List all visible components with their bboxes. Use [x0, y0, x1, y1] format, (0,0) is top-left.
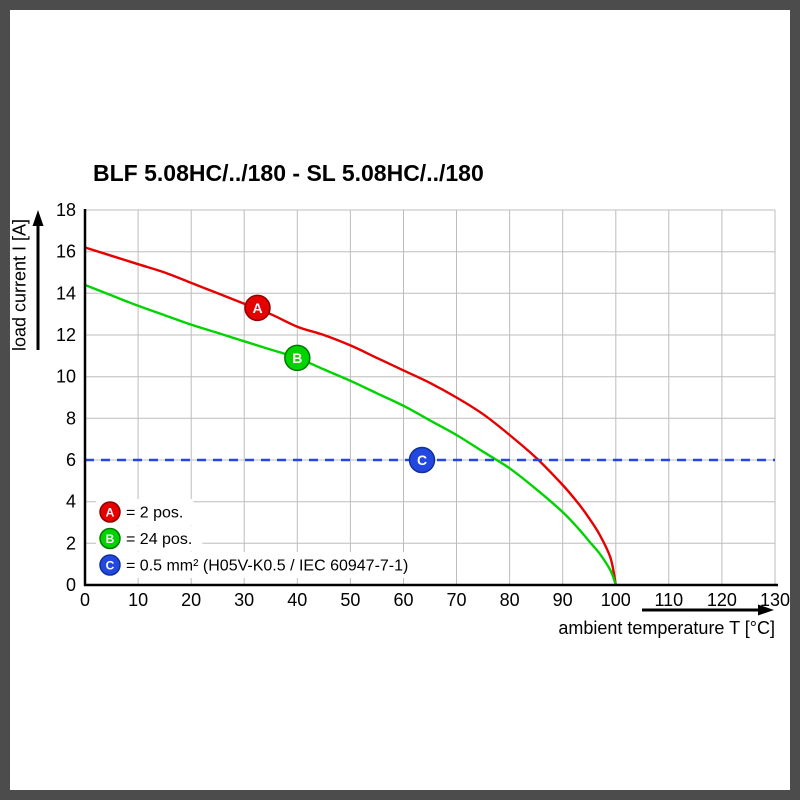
chart-text: 110: [654, 590, 683, 610]
x-axis-label: ambient temperature T [°C]: [558, 618, 775, 638]
chart-text: C: [106, 559, 115, 573]
legend-item-bg: [96, 552, 419, 578]
curve-marker-B-icon: [284, 344, 311, 372]
curve-marker-B: B: [284, 344, 311, 372]
chart-text: B: [292, 350, 302, 366]
chart-text: = 0.5 mm² (H05V-K0.5 / IEC 60947-7-1): [126, 558, 408, 575]
chart-title: BLF 5.08HC/../180 - SL 5.08HC/../180: [93, 160, 484, 186]
chart-text: 30: [234, 590, 254, 610]
chart-text: 6: [66, 450, 76, 470]
chart-text: B: [106, 532, 115, 546]
chart-text: 4: [66, 492, 76, 512]
axes: [83, 209, 778, 587]
legend-item-B: B = 24 pos.: [96, 525, 203, 552]
chart-text: = 2 pos.: [126, 505, 183, 522]
chart-text: 70: [446, 590, 466, 610]
legend-item-C: C = 0.5 mm² (H05V-K0.5 / IEC 60947-7-1): [96, 552, 419, 578]
chart-text: 90: [553, 590, 573, 610]
y-axis-arrow-icon: [32, 210, 44, 226]
curve-marker-C: C: [408, 446, 436, 474]
chart-text: 0: [80, 590, 90, 610]
chart-text: 12: [56, 325, 76, 345]
chart-text: 10: [56, 367, 76, 387]
chart-text: 100: [601, 590, 631, 610]
legend-marker-C-icon: [99, 554, 121, 576]
chart-text: C: [417, 452, 427, 468]
chart-text: 80: [500, 590, 520, 610]
x-axis-arrow-icon: [758, 604, 774, 616]
chart-text: 60: [393, 590, 413, 610]
curve-B: [84, 283, 617, 586]
chart-text: = 24 pos.: [126, 531, 192, 548]
legend: A = 2 pos. B = 24 pos. C = 0.5 mm² (H05V-K0.5…: [96, 499, 419, 578]
legend-item-A: A = 2 pos.: [96, 499, 194, 525]
curve-marker-A: A: [244, 294, 271, 322]
chart-text: 10: [128, 590, 148, 610]
chart-text: 18: [56, 200, 76, 220]
chart-text: 120: [707, 590, 737, 610]
axis-arrows: [32, 210, 774, 616]
chart-text: A: [106, 506, 115, 520]
tick-labels: 0 10 20 30 40 50 60 70 80 90 100 110 120 130 0 2 4 6 8 10 12…: [56, 200, 790, 610]
chart-text: 20: [181, 590, 201, 610]
chart-text: 16: [56, 242, 76, 262]
chart-text: 50: [340, 590, 360, 610]
chart-text: 14: [56, 283, 76, 303]
chart-text: 130: [760, 590, 790, 610]
curve-marker-A-icon: [244, 294, 271, 322]
chart-text: A: [252, 300, 262, 316]
chart-text: 8: [66, 408, 76, 428]
chart-text: 2: [66, 533, 76, 553]
curve-marker-C-icon: [408, 446, 436, 474]
chart-text: 40: [287, 590, 307, 610]
legend-marker-A-icon: [99, 501, 121, 523]
chart-text: 0: [66, 575, 76, 595]
curve-A: [84, 246, 617, 586]
legend-marker-B-icon: [99, 527, 121, 550]
